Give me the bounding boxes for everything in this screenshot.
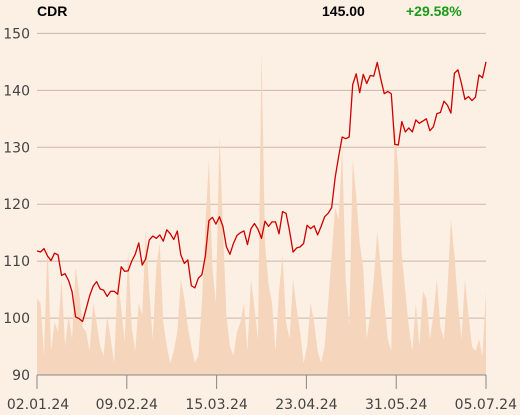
x-tick-label: 15.03.24 [185,397,247,413]
price-line-group [36,61,487,323]
price-change: +29.58% [406,3,462,19]
y-tick-label: 140 [3,83,30,99]
x-tick-label: 23.04.24 [275,397,337,413]
last-price: 145.00 [322,3,365,19]
y-tick-label: 90 [12,368,30,384]
y-tick-label: 130 [3,140,30,156]
price-line [36,61,487,323]
chart-header: CDR 145.00 +29.58% [0,0,520,22]
volume-area [37,52,486,375]
x-tick-label: 09.02.24 [96,397,158,413]
volume-area-path [37,52,486,375]
axes: 90 100 110 120 130 140 150 02.01.24 09.02.24 15.0… [3,26,517,413]
x-tick-label: 02.01.24 [7,397,69,413]
y-tick-label: 120 [3,197,30,213]
y-tick-label: 100 [3,311,30,327]
x-tick-label: 05.07.24 [455,397,517,413]
y-tick-label: 150 [3,26,30,42]
x-tick-label: 31.05.24 [365,397,427,413]
ticker-symbol: CDR [37,3,68,19]
y-tick-label: 110 [3,254,30,270]
